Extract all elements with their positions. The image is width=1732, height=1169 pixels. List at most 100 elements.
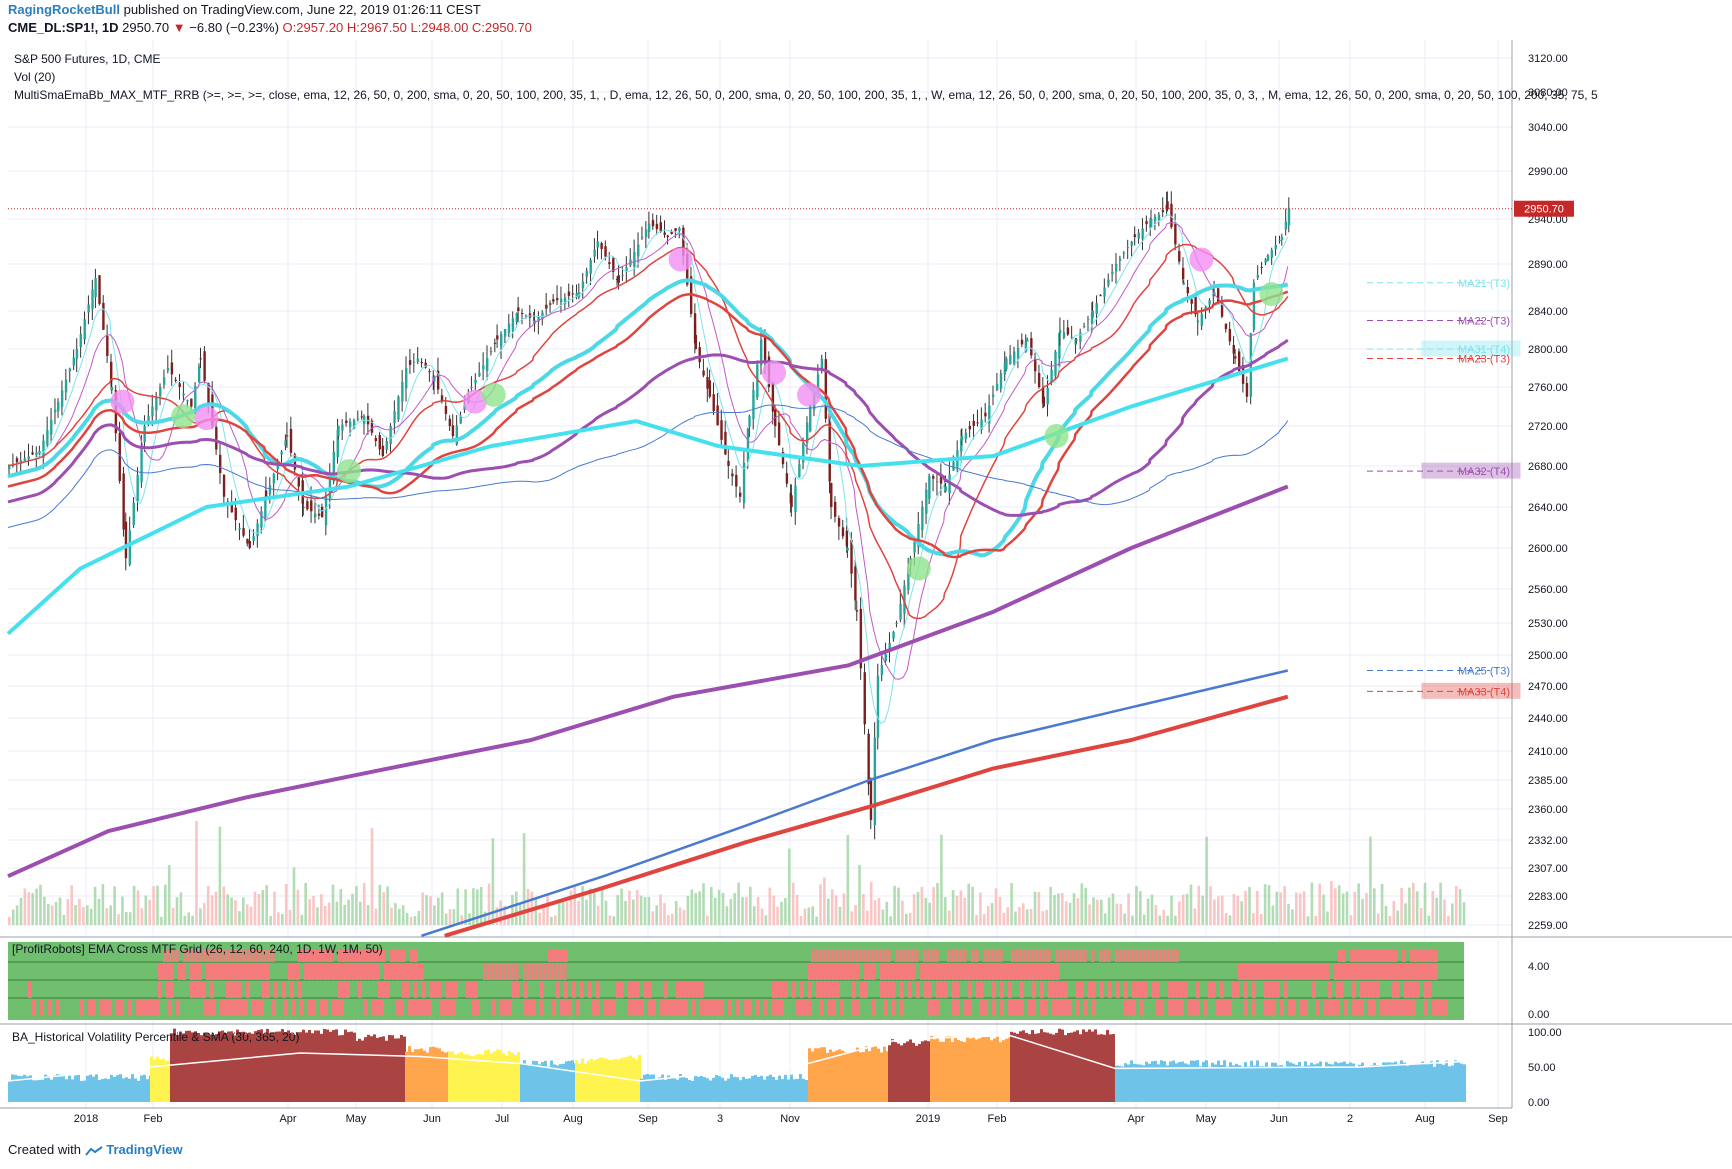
- hv-bar: [1406, 1065, 1409, 1102]
- hv-bar: [32, 1080, 35, 1102]
- hv-bar: [293, 1034, 296, 1102]
- hv-bar: [1397, 1063, 1400, 1102]
- grid-cell: [306, 950, 310, 962]
- volume-bar: [600, 887, 604, 925]
- hv-bar: [999, 1042, 1002, 1102]
- hv-bar: [89, 1074, 92, 1102]
- hv-bar: [364, 1037, 367, 1102]
- hv-bar: [11, 1074, 14, 1102]
- candle-body: [984, 412, 987, 417]
- hv-bar: [1217, 1060, 1220, 1102]
- candle-body: [1041, 387, 1045, 404]
- candle-body: [869, 778, 873, 821]
- grid-cell: [412, 1000, 416, 1016]
- candle-body: [1037, 373, 1041, 388]
- candle-body: [855, 610, 859, 612]
- volume-bar: [448, 909, 452, 925]
- grid-cell: [772, 1000, 776, 1016]
- hv-bar: [602, 1057, 605, 1102]
- grid-cell: [1075, 950, 1079, 962]
- grid-cell: [855, 950, 859, 962]
- candle-body: [1212, 293, 1215, 297]
- author-link[interactable]: RagingRocketBull: [8, 2, 120, 17]
- chart-svg[interactable]: 3120.003080.003040.002990.002940.002890.…: [0, 38, 1732, 1138]
- grid-cell: [912, 964, 916, 980]
- hv-bar: [1460, 1063, 1463, 1102]
- footer-brand[interactable]: TradingView: [106, 1142, 183, 1157]
- grid-cell: [314, 950, 318, 962]
- hv-bar: [429, 1047, 432, 1102]
- grid-cell: [412, 964, 416, 980]
- grid-cell: [1414, 950, 1418, 962]
- candle-body: [222, 474, 226, 497]
- hv-bar: [296, 1032, 299, 1102]
- candle-body: [143, 426, 146, 443]
- grid-cell: [1064, 1000, 1068, 1016]
- price-tick-label: 2940.00: [1528, 214, 1568, 226]
- volume-bar: [261, 889, 265, 925]
- hv-bar: [1022, 1030, 1025, 1102]
- hv-bar: [335, 1029, 338, 1102]
- volume-bar: [125, 911, 128, 925]
- grid-cell: [340, 1000, 344, 1016]
- volume-bar: [203, 903, 206, 925]
- candle-body: [1046, 387, 1049, 405]
- volume-bar: [1361, 899, 1364, 925]
- grid-cell: [827, 950, 831, 962]
- grid-cell: [1031, 950, 1035, 962]
- grid-cell: [302, 950, 306, 962]
- candle-body: [1182, 282, 1186, 285]
- hv-bar: [206, 1033, 209, 1102]
- hv-bar: [1250, 1060, 1253, 1102]
- candle-body: [1270, 249, 1274, 258]
- grid-cell: [1432, 1000, 1436, 1016]
- hv-bar: [679, 1074, 682, 1102]
- candle-body: [694, 334, 698, 349]
- candle-body: [1099, 295, 1102, 297]
- hv-bar: [212, 1035, 215, 1102]
- candle-body: [1091, 311, 1095, 318]
- candle-body: [735, 474, 738, 487]
- volume-bar: [515, 891, 518, 925]
- grid-cell: [815, 950, 819, 962]
- volume-bar: [1185, 893, 1189, 925]
- hv-bar: [230, 1031, 233, 1102]
- grid-cell: [1374, 950, 1378, 962]
- candle-body: [356, 418, 360, 420]
- volume-bar: [312, 895, 315, 925]
- grid-cell: [1156, 982, 1160, 998]
- hv-bar: [1412, 1064, 1415, 1102]
- volume-bar: [1064, 901, 1068, 925]
- hv-bar: [329, 1031, 332, 1102]
- grid-cell: [1440, 1000, 1444, 1016]
- grid-cell: [312, 964, 316, 980]
- hv-bar: [1079, 1034, 1082, 1102]
- grid-cell: [515, 964, 519, 980]
- candle-body: [837, 518, 841, 527]
- volume-bar: [585, 899, 588, 925]
- hv-bar: [623, 1057, 626, 1102]
- grid-cell: [1043, 950, 1047, 962]
- volume-bar: [1423, 882, 1427, 925]
- volume-bar: [156, 885, 159, 925]
- grid-cell: [168, 1000, 172, 1016]
- hv-bar: [1151, 1061, 1154, 1102]
- candle-body: [988, 405, 991, 424]
- grid-cell: [1172, 982, 1176, 998]
- candle-body: [122, 473, 125, 530]
- grid-cell: [320, 1000, 324, 1016]
- candle-body: [1178, 251, 1181, 262]
- volume-bar: [1267, 885, 1271, 925]
- hv-bar: [712, 1077, 715, 1102]
- grid-cell: [338, 982, 342, 998]
- hv-bar: [77, 1074, 80, 1102]
- price-tick-label: 2720.00: [1528, 421, 1568, 433]
- candle-body: [1208, 300, 1211, 305]
- hv-bar: [134, 1078, 137, 1102]
- candle-body: [1224, 323, 1228, 330]
- grid-cell: [1340, 982, 1344, 998]
- hv-tick-label: 50.00: [1528, 1062, 1556, 1074]
- hv-bar: [700, 1075, 703, 1102]
- candle-body: [264, 499, 267, 518]
- grid-cell: [260, 1000, 264, 1016]
